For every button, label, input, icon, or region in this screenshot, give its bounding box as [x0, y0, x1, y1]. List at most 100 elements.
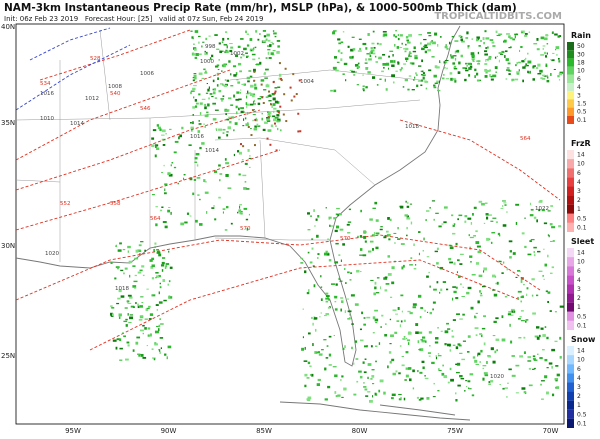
- precip-cell: [111, 307, 115, 309]
- precip-cell: [537, 250, 541, 253]
- precip-cell: [521, 31, 523, 34]
- precip-cell: [501, 315, 504, 319]
- precip-cell: [204, 126, 206, 128]
- precip-cell: [527, 360, 532, 362]
- precip-cell: [489, 238, 491, 240]
- precip-cell: [371, 248, 375, 251]
- thickness-label: 564: [150, 216, 161, 222]
- precip-cell: [495, 71, 498, 73]
- precip-cell: [492, 335, 496, 337]
- precip-cell: [532, 358, 536, 360]
- precip-cell: [244, 180, 247, 183]
- precip-cell: [422, 336, 426, 339]
- precip-cell: [549, 272, 553, 274]
- precip-cell: [193, 179, 197, 181]
- precip-cell: [404, 50, 407, 53]
- precip-cell: [154, 242, 157, 245]
- precip-cell: [124, 267, 128, 270]
- precip-cell: [367, 376, 369, 380]
- precip-cell: [203, 123, 205, 125]
- precip-cell: [312, 343, 314, 347]
- precip-cell: [247, 90, 249, 94]
- precip-cell: [367, 391, 371, 393]
- precip-cell: [192, 192, 195, 196]
- precip-cell: [422, 45, 427, 47]
- precip-cell: [460, 54, 463, 58]
- precip-cell: [340, 58, 343, 61]
- precip-cell: [265, 96, 269, 99]
- precip-cell: [492, 274, 496, 278]
- precip-cell: [188, 144, 192, 146]
- precip-cell: [351, 36, 355, 38]
- precip-cell: [140, 241, 144, 243]
- precip-cell: [476, 60, 478, 62]
- precip-cell: [536, 48, 540, 51]
- precip-cell: [272, 103, 276, 106]
- precip-cell: [488, 381, 491, 383]
- legend-swatch: [567, 83, 574, 92]
- precip-cell: [414, 264, 417, 266]
- precip-cell: [459, 318, 463, 320]
- precip-cell: [347, 232, 351, 234]
- precip-cell: [508, 310, 512, 313]
- precip-cell: [424, 44, 428, 47]
- precip-cell: [510, 314, 514, 316]
- precip-cell: [465, 37, 469, 39]
- precip-cell: [220, 98, 225, 100]
- legend-label: 14: [577, 348, 585, 355]
- precip-cell: [365, 86, 368, 89]
- legend-label: 0.1: [577, 420, 587, 427]
- precip-cell: [434, 82, 438, 85]
- precip-cell: [242, 54, 245, 57]
- precip-cell: [252, 119, 254, 122]
- precip-cell: [114, 277, 117, 280]
- precip-cell: [125, 324, 128, 327]
- precip-cell: [263, 35, 267, 38]
- precip-cell: [253, 103, 257, 105]
- precip-cell: [546, 79, 550, 83]
- precip-cell: [227, 126, 232, 130]
- precip-cell: [444, 45, 448, 49]
- precip-cell: [193, 43, 195, 45]
- precip-cell: [477, 300, 480, 304]
- precip-cell: [316, 234, 319, 238]
- lat-label: 30N: [1, 242, 15, 250]
- precip-cell: [514, 35, 516, 39]
- precip-cell: [164, 188, 166, 192]
- precip-cell: [390, 397, 394, 400]
- precip-cell: [403, 48, 405, 50]
- precip-cell: [120, 269, 124, 272]
- precip-cell: [516, 61, 518, 65]
- precip-cell: [168, 295, 171, 299]
- precip-cell: [222, 64, 226, 68]
- precip-cell: [518, 61, 521, 64]
- precip-cell: [403, 63, 407, 65]
- precip-cell: [514, 33, 519, 36]
- precip-cell: [390, 334, 394, 337]
- precip-cell: [246, 95, 248, 99]
- precip-cell: [446, 61, 448, 64]
- precip-cell: [335, 213, 338, 216]
- precip-cell: [367, 363, 372, 366]
- precip-cell: [453, 262, 456, 265]
- precip-cell: [391, 281, 395, 285]
- precip-cell: [342, 243, 345, 246]
- legend-label: 4: [577, 84, 581, 91]
- precip-cell: [405, 57, 409, 61]
- precip-cell: [259, 33, 261, 35]
- precip-cell: [420, 73, 424, 76]
- precip-cell: [347, 221, 352, 223]
- precip-cell: [371, 369, 375, 371]
- legend-label: 10: [577, 357, 585, 364]
- precip-cell: [542, 45, 546, 47]
- precip-cell: [195, 152, 200, 156]
- precip-cell: [450, 77, 453, 81]
- precip-cell: [280, 79, 283, 82]
- precip-cell: [345, 282, 347, 284]
- precip-cell: [167, 209, 170, 213]
- precip-cell: [455, 286, 458, 289]
- precip-cell: [275, 125, 277, 127]
- precip-cell: [154, 246, 156, 249]
- precip-cell: [455, 392, 457, 395]
- precip-cell: [164, 266, 167, 270]
